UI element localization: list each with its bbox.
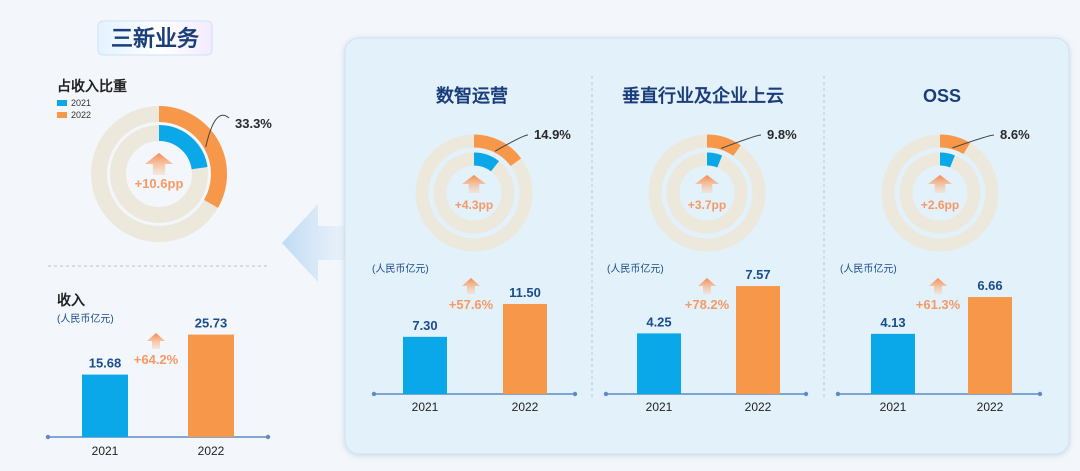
donut-change-label: +10.6pp [135, 176, 184, 191]
x-axis-endpoint [572, 391, 578, 397]
bar-2022 [736, 286, 780, 394]
bar-value-label: 7.57 [745, 267, 770, 282]
growth-label: +61.3% [916, 297, 961, 312]
x-axis-endpoint [371, 391, 377, 397]
big-left-arrow [282, 204, 350, 282]
bar-value-label: 6.66 [977, 278, 1002, 293]
donut-slice-2021 [939, 152, 955, 168]
bar-2021 [637, 333, 681, 394]
x-axis-endpoint [265, 434, 271, 440]
bar-2021 [403, 336, 447, 394]
donut-slice-2021 [473, 152, 500, 172]
donut-share-label: 8.6% [1000, 127, 1030, 142]
donut-slice-2022 [706, 134, 741, 157]
x-axis-endpoint [835, 391, 841, 397]
share-title: 占收入比重 [57, 78, 127, 94]
x-axis-endpoint [603, 391, 609, 397]
x-tick-label: 2022 [977, 400, 1004, 414]
growth-label: +64.2% [134, 352, 179, 367]
donut-share-label: 9.8% [767, 127, 797, 142]
donut-change-label: +3.7pp [688, 198, 726, 212]
x-tick-label: 2021 [880, 400, 907, 414]
segment-unit: (人民币亿元) [840, 262, 897, 275]
bar-2022 [188, 334, 234, 437]
donut-leader-line [205, 114, 230, 148]
bar-2022 [503, 303, 547, 394]
growth-up-arrow [698, 278, 716, 294]
x-axis-endpoint [1037, 391, 1043, 397]
revenue-title: 收入 [57, 292, 85, 308]
bar-value-label: 15.68 [89, 356, 122, 371]
growth-label: +57.6% [449, 297, 494, 312]
donut-up-arrow [145, 153, 173, 175]
revenue-unit: (人民币亿元) [57, 312, 114, 325]
legend-label-2022: 2022 [71, 110, 91, 120]
donut-slice-2022 [939, 134, 971, 155]
donut-leader-line [721, 134, 762, 149]
bar-value-label: 25.73 [195, 316, 228, 331]
x-axis-endpoint [45, 434, 51, 440]
bar-value-label: 4.25 [646, 314, 671, 329]
donut-change-label: +2.6pp [921, 198, 959, 212]
bar-value-label: 4.13 [880, 315, 905, 330]
bar-value-label: 11.50 [509, 285, 541, 300]
donut-slice-2021 [706, 152, 723, 168]
donut-up-arrow [462, 175, 486, 193]
donut-up-arrow [928, 175, 952, 193]
bar-value-label: 7.30 [412, 318, 437, 333]
title-banner: 三新业务 [97, 20, 213, 56]
donut-slice-2022 [158, 106, 227, 208]
segment-title: OSS [923, 86, 961, 106]
bar-2021 [871, 333, 915, 394]
segment-title: 垂直行业及企业上云 [622, 85, 784, 106]
donut-slice-2022 [473, 134, 522, 167]
x-axis-endpoint [803, 391, 809, 397]
donut-share-label: 33.3% [235, 116, 272, 131]
legend-swatch-2022 [57, 112, 67, 118]
donut-leader-line [494, 134, 529, 152]
donut-slice-2021 [158, 125, 208, 170]
x-tick-label: 2021 [412, 400, 439, 414]
segment-title: 数智运营 [436, 85, 508, 106]
chart-marks: 33.3% +10.6pp 14.9% +4.3pp 9.8% +3.7pp 8.6% +2.… [45, 106, 1043, 458]
segment-unit: (人民币亿元) [372, 262, 429, 275]
bar-2021 [82, 374, 128, 437]
legend-label-2021: 2021 [71, 98, 91, 108]
x-tick-label: 2022 [512, 400, 539, 414]
growth-up-arrow [929, 278, 947, 294]
x-tick-label: 2021 [92, 444, 119, 458]
x-tick-label: 2022 [198, 444, 225, 458]
growth-up-arrow [462, 278, 480, 294]
legend-swatch-2021 [57, 100, 67, 106]
donut-leader-line [952, 134, 995, 149]
page-title: 三新业务 [111, 26, 200, 51]
donut-up-arrow [695, 175, 719, 193]
segment-unit: (人民币亿元) [607, 262, 664, 275]
left-summary: 占收入比重 2021 2022 收入 (人民币亿元) [48, 78, 270, 325]
bar-2022 [968, 297, 1012, 394]
growth-up-arrow [147, 333, 165, 349]
donut-change-label: +4.3pp [455, 198, 493, 212]
x-tick-label: 2021 [646, 400, 673, 414]
donut-share-label: 14.9% [534, 127, 571, 142]
segment-headers: 数智运营 垂直行业及企业上云 OSS (人民币亿元) (人民币亿元) (人民币亿… [372, 85, 961, 275]
growth-label: +78.2% [685, 297, 730, 312]
x-tick-label: 2022 [745, 400, 772, 414]
